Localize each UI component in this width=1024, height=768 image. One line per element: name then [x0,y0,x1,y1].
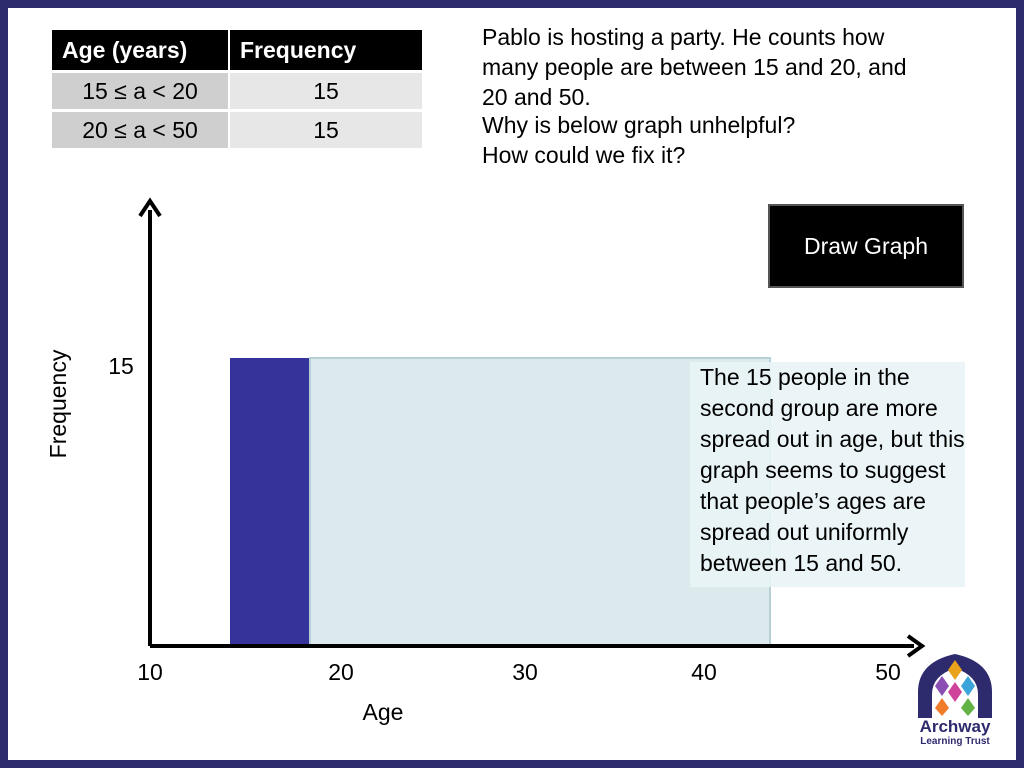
bars-group [230,357,771,647]
question-line: How could we fix it? [482,142,686,168]
table-cell-frequency: 15 [229,109,422,148]
logo-text: Archway Learning Trust [912,717,998,748]
explanation-text: The 15 people in the second group are mo… [690,362,965,587]
axes-group [138,197,926,658]
question-line: 20 and 50. [482,84,591,110]
table-row: 15 ≤ a < 20 15 [52,70,422,111]
frequency-table: Age (years) Frequency 15 ≤ a < 20 15 20 … [52,30,422,148]
logo-line1: Archway [919,717,991,736]
question-line: many people are between 15 and 20, and [482,54,907,80]
table-header-row: Age (years) Frequency [52,30,422,72]
x-tick-label: 30 [512,659,538,685]
table-cell-age: 20 ≤ a < 50 [52,109,230,148]
x-axis-arrow [906,634,926,658]
ticks-group: 10 20 30 40 50 15 [108,353,901,685]
question-line: Pablo is hosting a party. He counts how [482,24,885,50]
draw-graph-button[interactable]: Draw Graph [768,204,964,288]
x-tick-label: 40 [691,659,717,685]
question-text: Pablo is hosting a party. He counts how … [482,22,972,170]
table-header-age: Age (years) [52,30,230,72]
archway-logo-icon [918,654,992,718]
table-cell-age: 15 ≤ a < 20 [52,70,230,111]
logo-line2: Learning Trust [920,736,990,747]
x-tick-label: 50 [875,659,901,685]
y-tick-label: 15 [108,353,134,379]
y-axis-label: Frequency [45,349,71,458]
x-tick-label: 10 [137,659,163,685]
table-cell-frequency: 15 [229,70,422,111]
table-row: 20 ≤ a < 50 15 [52,109,422,148]
x-tick-label: 20 [328,659,354,685]
table-header-frequency: Frequency [229,30,422,72]
histogram-bar [230,358,310,646]
y-axis-arrow [138,197,162,218]
x-axis-label: Age [363,699,404,725]
question-line: Why is below graph unhelpful? [482,112,796,138]
